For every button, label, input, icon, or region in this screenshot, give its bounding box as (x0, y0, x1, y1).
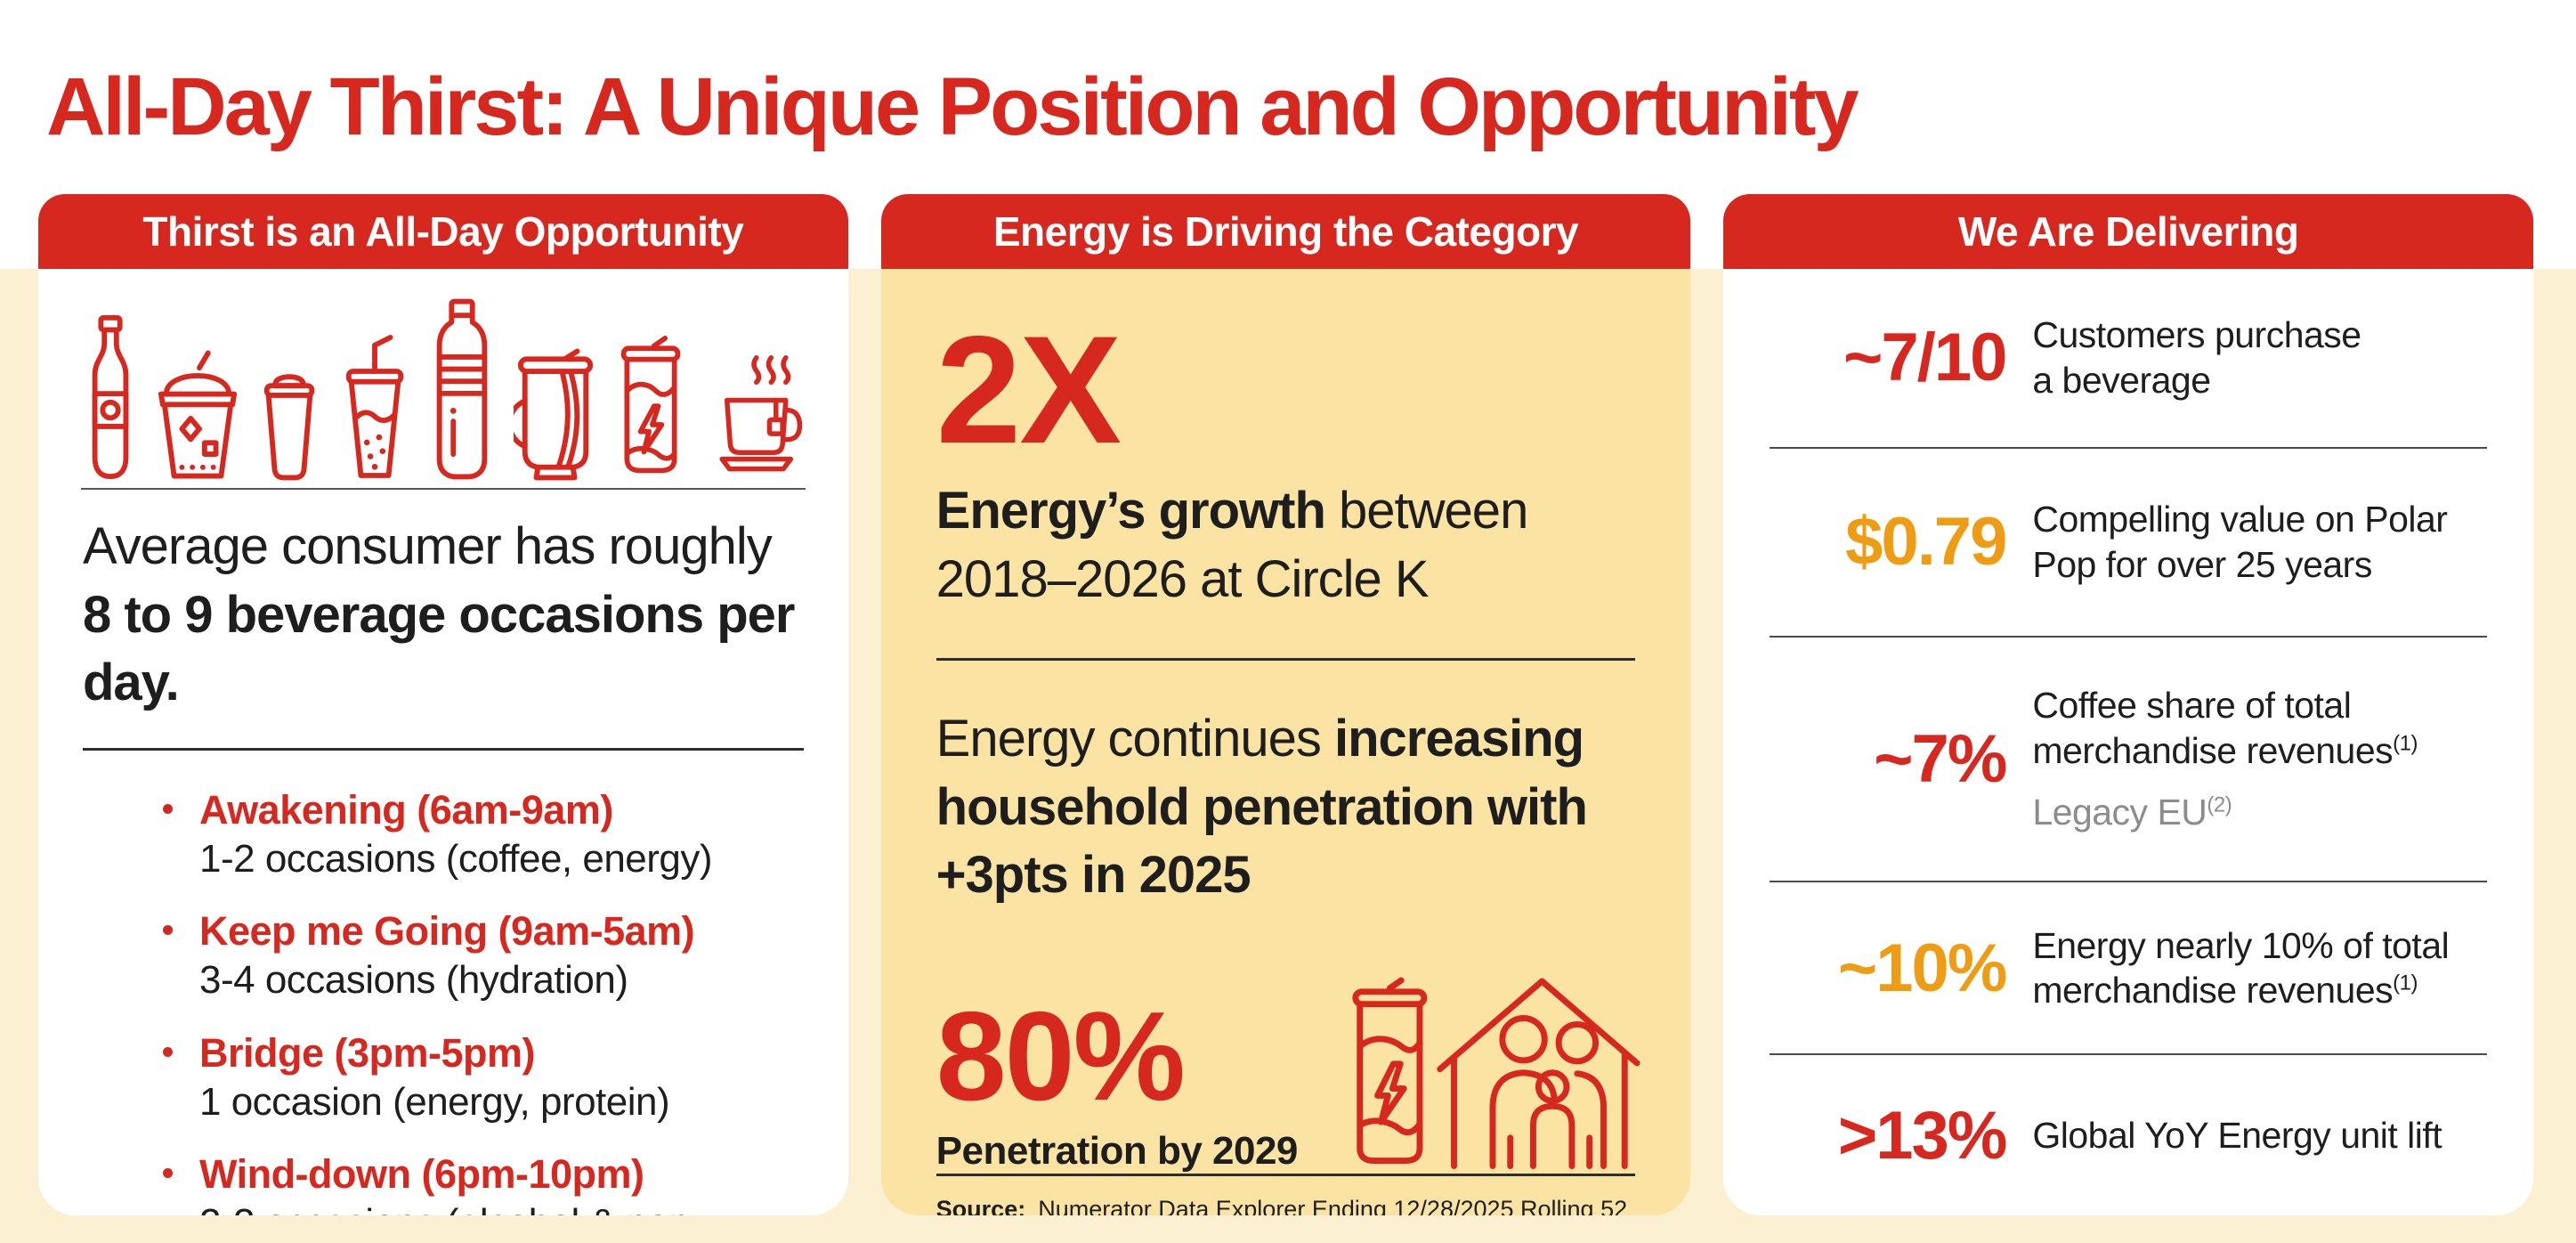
energy-growth-paragraph: Energy’s growth between 2018–2026 at Cir… (936, 477, 1636, 613)
panel-thirst-opportunity: Thirst is an All-Day Opportunity (38, 194, 848, 1215)
stat-description: Energy nearly 10% of total merchandise r… (2032, 923, 2449, 1014)
stat-desc-line: merchandise revenues(1) (2032, 730, 2418, 772)
source-block: Source: Numerator Data Explorer Ending 12… (936, 1173, 1636, 1215)
panel-body-delivering: ~7/10 Customers purchase a beverage $0.7… (1723, 269, 2534, 1215)
stat-description: Global YoY Energy unit lift (2032, 1113, 2442, 1158)
stat-value: ~10% (1837, 930, 2008, 1006)
stat-row-energy-share: ~10% Energy nearly 10% of total merchand… (1723, 882, 2533, 1053)
straw-cup-icon (345, 335, 404, 478)
bullet-dot-icon (163, 925, 173, 936)
divider (83, 747, 804, 751)
travel-tumbler-icon (264, 374, 315, 481)
bullet-detail: 1-2 occasions (coffee, energy) (199, 836, 713, 881)
beverage-icon-row (81, 297, 806, 490)
stat-value: ~7% (1874, 721, 2007, 798)
bullet-detail: 2-3 occasions (alcohol & non-alcohol) (199, 1199, 795, 1215)
stat-desc-line: Customers purchase (2032, 313, 2361, 355)
lead-paragraph-bold: 8 to 9 beverage occasions per day. (83, 585, 795, 712)
list-item: Awakening (6am-9am) 1-2 occasions (coffe… (163, 786, 795, 883)
bullet-detail: 3-4 occasions (hydration) (199, 958, 628, 1003)
bullet-title: Keep me Going (9am-5am) (199, 908, 695, 955)
penetration-paragraph: Energy continues increasing household pe… (936, 705, 1636, 910)
stat-desc-line: Coffee share of total (2032, 685, 2352, 727)
panel-body-energy: 2X Energy’s growth between 2018–2026 at … (880, 269, 1691, 1215)
dome-lid-cup-icon (158, 350, 237, 479)
lead-paragraph: Average consumer has roughly 8 to 9 beve… (83, 513, 804, 718)
divider (936, 1173, 1636, 1176)
divider (1770, 1053, 2488, 1056)
stat-subnote: Legacy EU(2) (2032, 792, 2232, 833)
stat-row-polar-pop-value: $0.79 Compelling value on Polar Pop for … (1723, 449, 2533, 636)
water-bottle-icon (436, 298, 487, 480)
panel-header-delivering: We Are Delivering (1723, 194, 2534, 269)
list-item: Bridge (3pm-5pm) 1 occasion (energy, pro… (163, 1029, 795, 1126)
panel-header-energy: Energy is Driving the Category (880, 194, 1691, 269)
panel-header-thirst: Thirst is an All-Day Opportunity (38, 194, 848, 269)
footnote-marker: (1) (2393, 971, 2418, 995)
energy-can-icon (620, 336, 681, 474)
bullet-dot-icon (163, 1168, 173, 1179)
energy-growth-bold: Energy’s growth (936, 482, 1326, 540)
stat-desc-line: Global YoY Energy unit lift (2032, 1114, 2442, 1156)
stat-desc-line: Pop for over 25 years (2032, 543, 2372, 585)
panel-we-are-delivering: We Are Delivering ~7/10 Customers purcha… (1723, 194, 2534, 1215)
bullet-dot-icon (163, 1046, 173, 1057)
bullet-title: Wind-down (6pm-10pm) (199, 1151, 644, 1198)
house-with-family-icon (1352, 977, 1640, 1169)
stat-value: $0.79 (1845, 504, 2007, 581)
stat-row-energy-unit-lift: >13% Global YoY Energy unit lift (1723, 1055, 2533, 1215)
beverage-can-icon (514, 348, 594, 481)
page-title: All-Day Thirst: A Unique Position and Op… (46, 61, 1859, 152)
bullet-dot-icon (163, 803, 173, 814)
bullet-title: Awakening (6am-9am) (199, 786, 613, 833)
energy-growth-rest: between 2018–2026 at Circle K (936, 482, 1529, 608)
bullet-title: Bridge (3pm-5pm) (199, 1029, 536, 1076)
source-line: Source: Numerator Data Explorer Ending 12… (936, 1196, 1636, 1215)
penetration-normal: Energy continues (936, 710, 1334, 768)
stat-desc-line: Energy nearly 10% of total (2032, 924, 2450, 966)
source-label: Source: (936, 1195, 1026, 1215)
stat-80-percent: 80% (936, 985, 1186, 1127)
divider (1770, 881, 2488, 883)
divider (1770, 635, 2488, 638)
list-item: Wind-down (6pm-10pm) 2-3 occasions (alco… (163, 1150, 795, 1215)
family-icon (1437, 978, 1640, 1169)
source-text: Numerator Data Explorer Ending 12/28/202… (1038, 1195, 1628, 1215)
stat-desc-line: a beverage (2032, 359, 2211, 401)
lead-paragraph-normal: Average consumer has roughly (83, 517, 773, 575)
stat-row-beverage-purchase: ~7/10 Customers purchase a beverage (1723, 269, 2533, 447)
stat-row-coffee-share: ~7% Coffee share of total merchandise re… (1723, 638, 2533, 881)
stat-80-caption: Penetration by 2029 (936, 1128, 1299, 1173)
stat-2x: 2X (936, 305, 1122, 475)
footnote-marker: (1) (2393, 731, 2418, 756)
panel-body-thirst: Average consumer has roughly 8 to 9 beve… (38, 269, 848, 1215)
divider (936, 658, 1636, 662)
bullet-detail: 1 occasion (energy, protein) (199, 1079, 670, 1124)
soda-bottle-icon (92, 314, 129, 480)
energy-can-icon (1352, 977, 1428, 1164)
daypart-bullet-list: Awakening (6am-9am) 1-2 occasions (coffe… (163, 786, 795, 1215)
tea-cup-icon (719, 354, 802, 472)
penetration-bold: increasing household penetration with +3… (936, 710, 1588, 905)
stat-description: Coffee share of total merchandise revenu… (2032, 683, 2418, 834)
panel-energy-category: Energy is Driving the Category 2X Energy… (880, 194, 1691, 1215)
stat-desc-line: merchandise revenues(1) (2032, 970, 2418, 1011)
stat-description: Compelling value on Polar Pop for over 2… (2032, 497, 2448, 588)
divider (1770, 446, 2488, 449)
stat-value: >13% (1837, 1097, 2008, 1174)
penetration-stat-block: 80% Penetration by 2029 (936, 935, 1640, 1174)
stat-desc-line: Compelling value on Polar (2032, 498, 2448, 540)
panel-container: Thirst is an All-Day Opportunity (38, 194, 2534, 1215)
stat-value: ~7/10 (1843, 320, 2007, 396)
list-item: Keep me Going (9am-5am) 3-4 occasions (h… (163, 907, 795, 1004)
stat-description: Customers purchase a beverage (2032, 313, 2361, 403)
footnote-marker: (2) (2207, 792, 2232, 817)
